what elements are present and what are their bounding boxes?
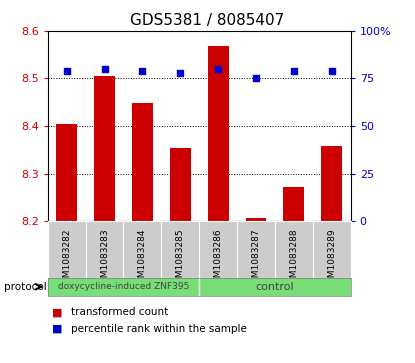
- Text: protocol: protocol: [4, 282, 47, 292]
- Text: GSM1083283: GSM1083283: [100, 228, 109, 289]
- Point: [253, 76, 259, 81]
- Bar: [246, 217, 266, 221]
- Bar: [132, 103, 153, 221]
- Point: [177, 70, 183, 76]
- Text: doxycycline-induced ZNF395: doxycycline-induced ZNF395: [58, 282, 189, 291]
- Bar: [170, 148, 190, 221]
- Point: [101, 66, 108, 72]
- Point: [139, 68, 146, 74]
- Text: percentile rank within the sample: percentile rank within the sample: [71, 323, 247, 334]
- Text: GSM1083288: GSM1083288: [289, 228, 298, 289]
- Bar: [94, 76, 115, 221]
- Text: GSM1083284: GSM1083284: [138, 228, 147, 289]
- Point: [215, 66, 222, 72]
- Text: transformed count: transformed count: [71, 307, 168, 317]
- Text: GDS5381 / 8085407: GDS5381 / 8085407: [130, 13, 285, 28]
- Point: [328, 68, 335, 74]
- Text: GSM1083282: GSM1083282: [62, 228, 71, 289]
- Point: [290, 68, 297, 74]
- Text: control: control: [256, 282, 294, 292]
- Text: GSM1083285: GSM1083285: [176, 228, 185, 289]
- Bar: [208, 46, 229, 221]
- Text: GSM1083287: GSM1083287: [251, 228, 261, 289]
- Bar: [321, 146, 342, 221]
- Bar: [56, 124, 77, 221]
- Bar: [283, 187, 304, 221]
- Point: [63, 68, 70, 74]
- Text: ■: ■: [52, 323, 62, 334]
- Text: ■: ■: [52, 307, 62, 317]
- Text: GSM1083289: GSM1083289: [327, 228, 336, 289]
- Text: GSM1083286: GSM1083286: [214, 228, 222, 289]
